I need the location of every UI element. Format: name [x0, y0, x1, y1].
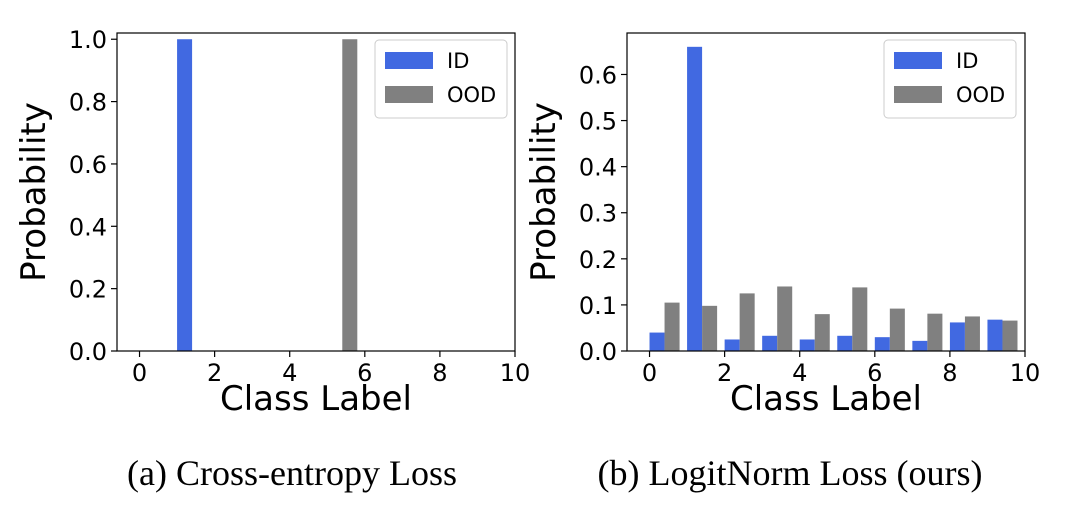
- x-tick-label: 4: [792, 359, 807, 387]
- x-tick-label: 10: [500, 359, 531, 387]
- y-tick-label: 0.8: [69, 89, 107, 117]
- x-tick-label: 6: [867, 359, 882, 387]
- legend-swatch-ood: [385, 86, 433, 103]
- bar-ood-9: [1002, 320, 1018, 351]
- legend-swatch-id: [385, 52, 433, 69]
- x-tick-label: 0: [642, 359, 657, 387]
- y-tick-label: 0.2: [69, 276, 107, 304]
- bar-id-8: [949, 322, 965, 351]
- x-tick-label: 2: [717, 359, 732, 387]
- bar-ood-5: [852, 287, 868, 351]
- y-tick-label: 0.6: [579, 61, 617, 89]
- legend-label-id: ID: [447, 49, 469, 73]
- plot-frame: [626, 32, 1026, 352]
- y-tick-label: 0.2: [579, 246, 617, 274]
- legend: ID OOD: [883, 39, 1017, 119]
- y-tick-label: 0.6: [69, 151, 107, 179]
- y-axis-label: Probability: [14, 102, 54, 282]
- bar-ood-6: [889, 308, 905, 351]
- bar-id-9: [987, 319, 1003, 351]
- bar-ood-4: [814, 314, 830, 351]
- bar-ood-5: [342, 39, 358, 352]
- y-tick-label: 1.0: [69, 26, 107, 54]
- bar-id-0: [649, 332, 665, 351]
- x-tick-label: 6: [357, 359, 372, 387]
- y-tick-label: 0.5: [579, 108, 617, 136]
- panel-caption: (a) Cross-entropy Loss: [127, 453, 457, 493]
- legend: ID OOD: [374, 39, 508, 119]
- y-tick-label: 0.4: [69, 213, 107, 241]
- bar-id-5: [837, 335, 853, 351]
- bar-ood-1: [702, 305, 718, 351]
- y-axis-label: Probability: [524, 102, 564, 282]
- bar-id-1: [687, 46, 703, 352]
- bar-id-7: [912, 340, 928, 351]
- bar-ood-7: [927, 313, 943, 351]
- plot-frame: [116, 32, 516, 352]
- legend-label-ood: OOD: [447, 83, 496, 107]
- bar-ood-0: [664, 302, 680, 351]
- x-tick-label: 8: [432, 359, 447, 387]
- y-tick-label: 0.0: [579, 338, 617, 366]
- x-tick-label: 8: [942, 359, 957, 387]
- bar-ood-2: [739, 293, 755, 351]
- bar-id-2: [724, 339, 740, 351]
- bar-id-3: [762, 335, 778, 351]
- bar-id-6: [874, 337, 890, 351]
- legend-label-id: ID: [956, 49, 978, 73]
- x-tick-label: 4: [282, 359, 297, 387]
- legend-swatch-ood: [894, 86, 942, 103]
- y-tick-label: 0.4: [579, 154, 617, 182]
- panel-caption: (b) LogitNorm Loss (ours): [598, 453, 983, 493]
- chart-panel-b: 0 2 4 6 8 10 0.0 0.1 0.2 0.3 0.4 0.5 0.6 Class Label P…: [524, 32, 1041, 493]
- bar-id-4: [799, 339, 815, 351]
- y-tick-label: 0.1: [579, 292, 617, 320]
- chart-panel-a: 0 2 4 6 8 10 0.0 0.2 0.4 0.6 0.8 1.0 Class Label Prob…: [14, 26, 530, 493]
- y-tick-label: 0.0: [69, 338, 107, 366]
- bar-ood-3: [777, 286, 793, 351]
- bar-id-1: [177, 39, 193, 352]
- y-tick-label: 0.3: [579, 200, 617, 228]
- x-tick-label: 2: [207, 359, 222, 387]
- x-axis-label: Class Label: [220, 379, 412, 419]
- x-axis-label: Class Label: [730, 379, 922, 419]
- legend-swatch-id: [894, 52, 942, 69]
- bars: [649, 46, 1018, 352]
- legend-label-ood: OOD: [956, 83, 1005, 107]
- bar-ood-8: [964, 316, 980, 351]
- x-tick-label: 0: [132, 359, 147, 387]
- x-tick-label: 10: [1010, 359, 1041, 387]
- bars: [177, 39, 358, 352]
